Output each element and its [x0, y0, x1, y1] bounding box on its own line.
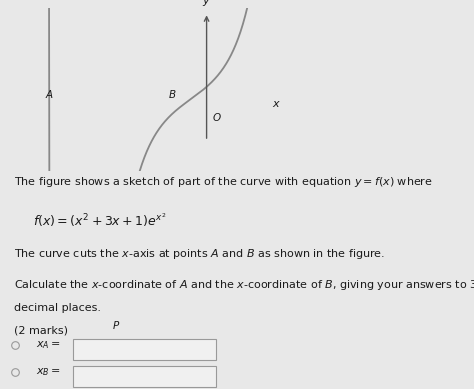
Text: $x_B =$: $x_B =$	[36, 366, 60, 378]
Text: $B$: $B$	[168, 88, 176, 100]
Text: $x_A =$: $x_A =$	[36, 339, 60, 351]
Text: $A$: $A$	[45, 88, 54, 100]
Text: $O$: $O$	[211, 111, 221, 123]
Text: $P$: $P$	[112, 319, 120, 331]
Text: $y$: $y$	[202, 0, 211, 7]
Text: Calculate the $x$-coordinate of $A$ and the $x$-coordinate of $B$, giving your a: Calculate the $x$-coordinate of $A$ and …	[14, 279, 474, 293]
Text: $f(x) = (x^2 + 3x + 1)e^{x^2}$: $f(x) = (x^2 + 3x + 1)e^{x^2}$	[33, 211, 167, 228]
Text: The figure shows a sketch of part of the curve with equation $y = f(x)$ where: The figure shows a sketch of part of the…	[14, 175, 433, 189]
Text: The curve cuts the $x$-axis at points $A$ and $B$ as shown in the figure.: The curve cuts the $x$-axis at points $A…	[14, 247, 385, 261]
FancyBboxPatch shape	[73, 366, 216, 387]
FancyBboxPatch shape	[73, 339, 216, 360]
Text: decimal places.: decimal places.	[14, 303, 101, 313]
Text: $x$: $x$	[272, 100, 281, 109]
Text: (2 marks): (2 marks)	[14, 326, 68, 336]
